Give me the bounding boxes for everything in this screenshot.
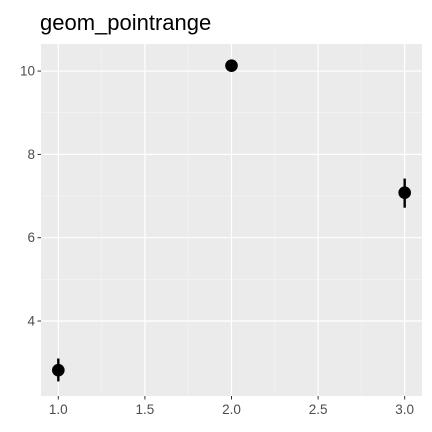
data-point: [52, 363, 65, 377]
y-axis: 4 6 8 10: [20, 64, 41, 329]
y-tick-label: 10: [20, 64, 35, 79]
x-tick-label: 1.5: [136, 402, 155, 417]
y-tick-label: 4: [27, 314, 35, 329]
major-grid: [41, 44, 422, 396]
y-tick-label: 6: [27, 230, 35, 245]
data-point: [398, 186, 411, 200]
chart-title: geom_pointrange: [40, 10, 211, 35]
x-axis: 1.0 1.5 2.0 2.5 3.0: [49, 396, 414, 417]
data-points: [52, 59, 411, 377]
x-tick-label: 1.0: [49, 402, 68, 417]
x-tick-label: 2.5: [309, 402, 328, 417]
data-point: [225, 59, 238, 72]
x-tick-label: 3.0: [395, 402, 414, 417]
y-tick-label: 8: [27, 147, 35, 162]
x-tick-label: 2.0: [222, 402, 241, 417]
